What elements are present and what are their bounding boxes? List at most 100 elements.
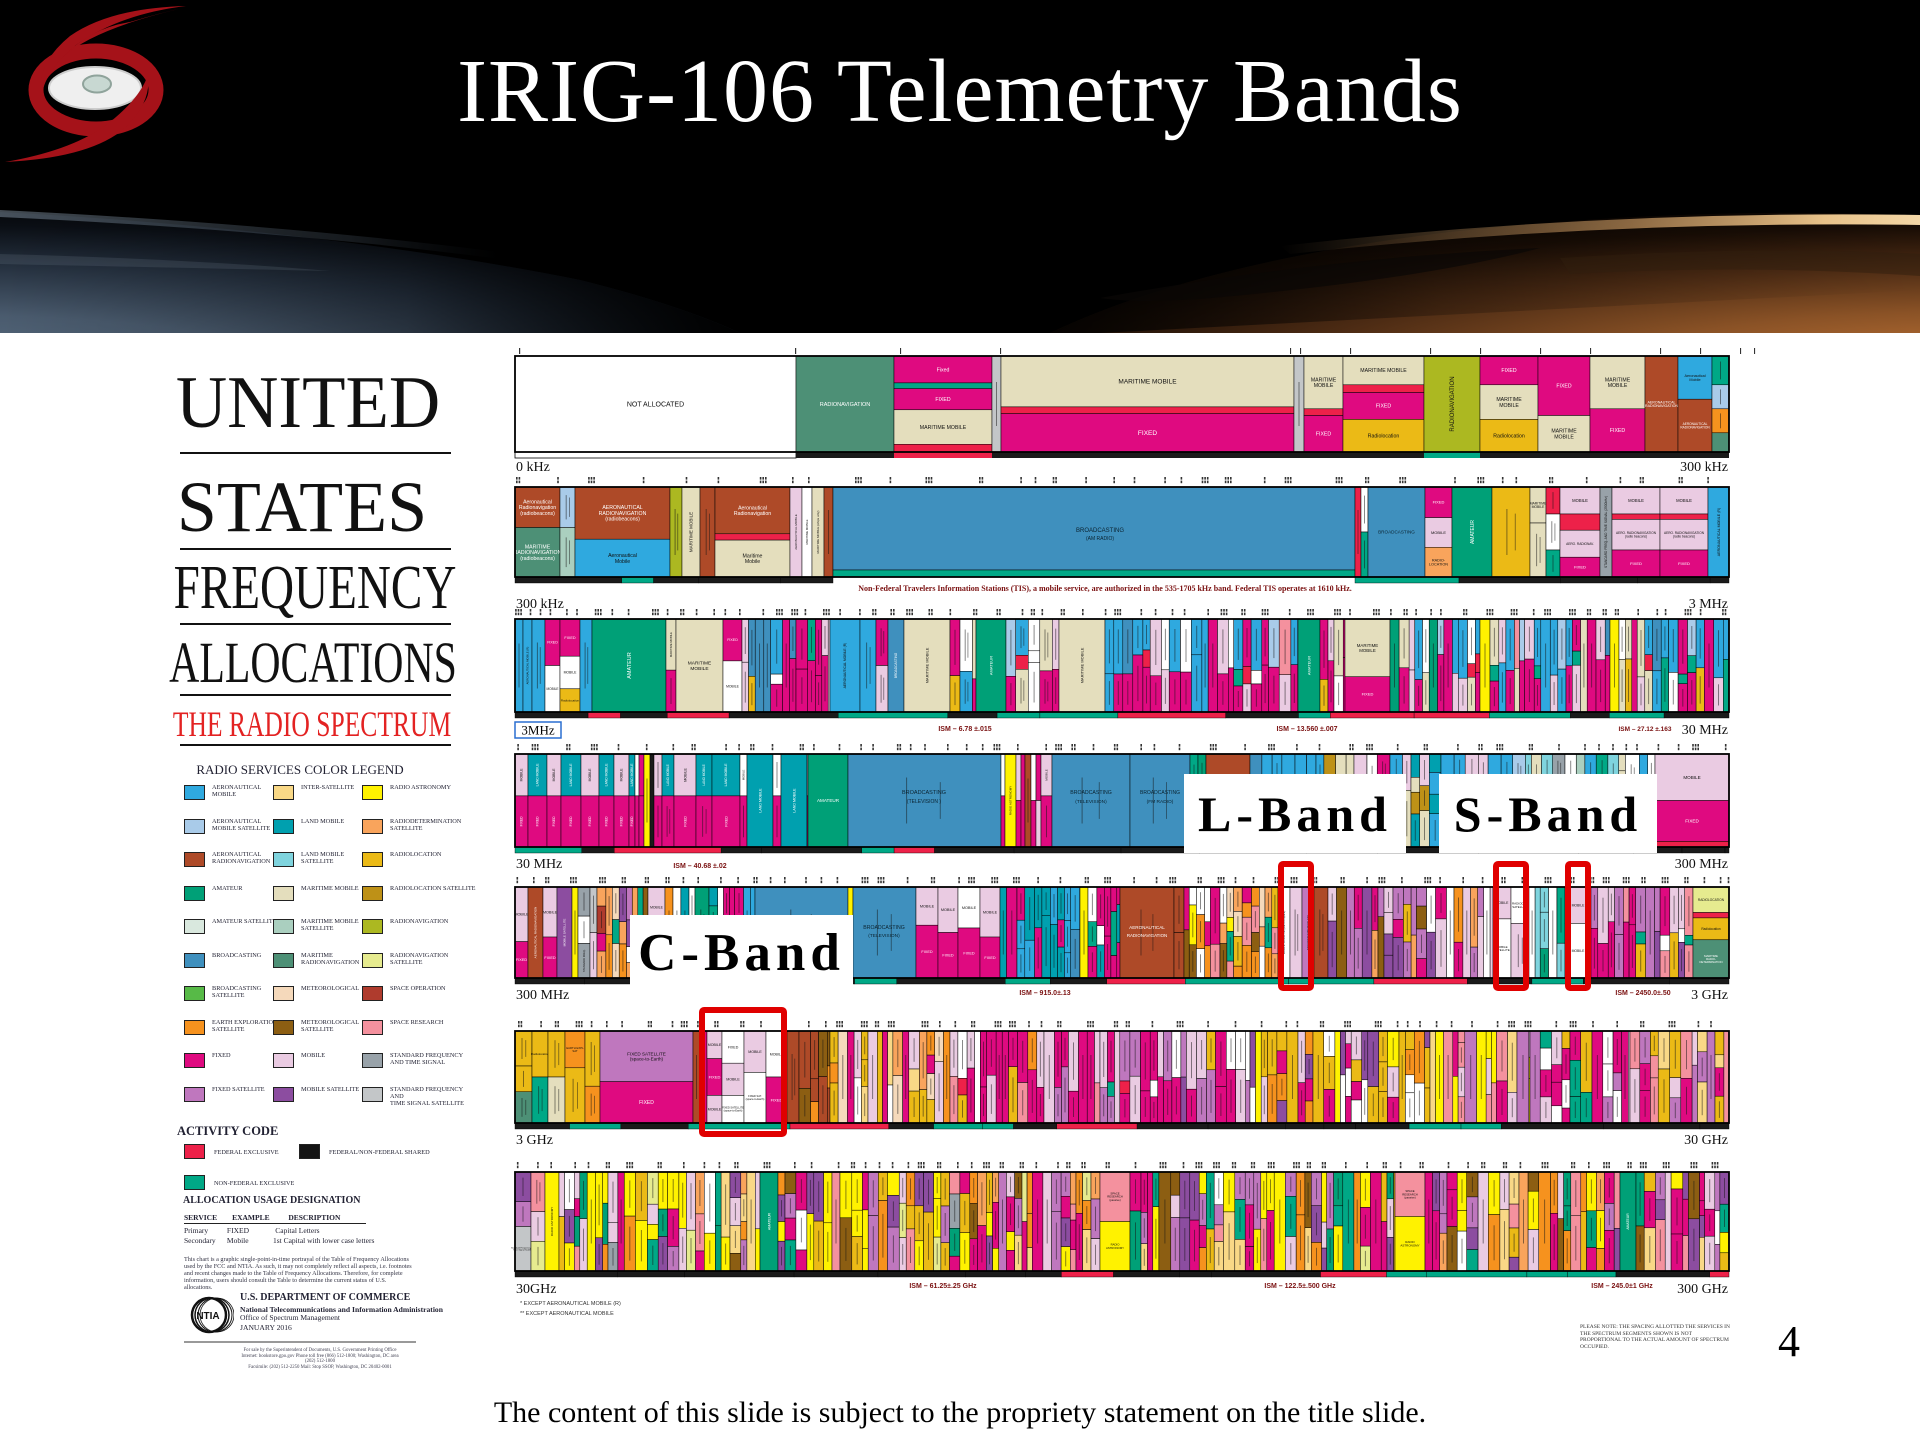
svg-text:RADIONAVIGATION: RADIONAVIGATION — [1645, 404, 1678, 408]
svg-text:FIXED: FIXED — [1685, 819, 1699, 824]
svg-text:FIXED: FIXED — [639, 1100, 654, 1106]
svg-text:AERONAUTICAL: AERONAUTICAL — [1683, 422, 1708, 426]
svg-text:FIXED: FIXED — [709, 1074, 721, 1079]
svg-text:3 GHz: 3 GHz — [516, 1133, 553, 1148]
svg-text:MARITIME MOBILE: MARITIME MOBILE — [1118, 379, 1177, 386]
svg-text:FIXED: FIXED — [1362, 692, 1374, 697]
svg-text:ISM – 915.0±.13: ISM – 915.0±.13 — [1019, 990, 1070, 997]
svg-text:Radionavigation: Radionavigation — [734, 511, 771, 517]
svg-text:AMATEUR: AMATEUR — [1470, 520, 1476, 544]
svg-text:FIXED: FIXED — [605, 816, 609, 827]
svg-text:LAND MOBILE: LAND MOBILE — [569, 763, 573, 787]
svg-text:ISM – 122.5±.500 GHz: ISM – 122.5±.500 GHz — [1264, 1283, 1336, 1290]
svg-text:300 MHz: 300 MHz — [516, 988, 569, 1003]
svg-text:MOBILE: MOBILE — [588, 768, 592, 782]
svg-text:ISM – 27.12 ±.163: ISM – 27.12 ±.163 — [1618, 726, 1671, 733]
svg-text:(FM RADIO): (FM RADIO) — [1147, 799, 1174, 805]
svg-text:Radiolocation: Radiolocation — [1368, 434, 1400, 440]
svg-text:ISM – 40.68 ±.02: ISM – 40.68 ±.02 — [673, 863, 726, 870]
svg-text:30 MHz: 30 MHz — [1682, 723, 1728, 738]
svg-text:FIXED: FIXED — [1574, 565, 1586, 570]
svg-text:AERONAUTICAL MOBILE (R): AERONAUTICAL MOBILE (R) — [843, 643, 847, 689]
svg-text:FIXED: FIXED — [921, 950, 932, 954]
svg-text:Mobile: Mobile — [745, 559, 760, 565]
svg-text:MOBILE: MOBILE — [1608, 383, 1628, 389]
svg-text:3MHz: 3MHz — [521, 723, 554, 738]
svg-text:STANDARD FREQ.: STANDARD FREQ. — [582, 949, 586, 972]
svg-text:MARITIME MOBILE: MARITIME MOBILE — [669, 632, 673, 657]
svg-text:NTIA: NTIA — [196, 1311, 219, 1322]
svg-text:RADIO ASTRONOMY: RADIO ASTRONOMY — [1009, 786, 1013, 816]
svg-text:RADIO: RADIO — [1111, 1243, 1121, 1247]
svg-text:0 kHz: 0 kHz — [516, 460, 550, 475]
svg-text:MARITIME: MARITIME — [1605, 377, 1631, 383]
svg-text:FIXED SAT.: FIXED SAT. — [748, 1094, 762, 1098]
svg-text:BROADCASTING: BROADCASTING — [1140, 790, 1180, 796]
svg-text:SAT: SAT — [572, 1049, 578, 1053]
svg-text:RADIO ASTRONOMY: RADIO ASTRONOMY — [550, 1207, 554, 1237]
svg-text:MOBILE: MOBILE — [726, 1078, 740, 1082]
svg-text:MOBILE: MOBILE — [620, 768, 624, 782]
svg-text:(radiobeacons): (radiobeacons) — [520, 556, 555, 562]
svg-text:FIXED: FIXED — [1501, 368, 1517, 374]
svg-text:AMATEUR: AMATEUR — [1626, 1213, 1630, 1230]
svg-text:LAND MOBILE: LAND MOBILE — [724, 763, 728, 787]
svg-text:MOBILE: MOBILE — [962, 906, 977, 910]
svg-text:AMATEUR: AMATEUR — [988, 656, 993, 675]
svg-text:Standard Frequency and: Standard Frequency and — [511, 1246, 536, 1249]
svg-text:FIXED: FIXED — [683, 816, 687, 827]
svg-text:AERONAUTICAL MOBILE (R): AERONAUTICAL MOBILE (R) — [526, 647, 530, 685]
svg-text:* EXCEPT AERONAUTICAL MOBILE (: * EXCEPT AERONAUTICAL MOBILE (R) — [520, 1301, 621, 1307]
svg-text:MOBILE SATELLITE: MOBILE SATELLITE — [563, 919, 567, 947]
svg-text:LAND MOBILE: LAND MOBILE — [536, 763, 540, 787]
svg-text:3 GHz: 3 GHz — [1691, 988, 1728, 1003]
svg-text:ISM – 245.0±1 GHz: ISM – 245.0±1 GHz — [1591, 1283, 1653, 1290]
svg-text:300 kHz: 300 kHz — [1680, 460, 1728, 475]
svg-text:MOBILE: MOBILE — [1431, 530, 1446, 535]
svg-text:AERONAUTICAL: AERONAUTICAL — [1648, 400, 1676, 404]
svg-text:RESEARCH: RESEARCH — [1107, 1195, 1123, 1199]
svg-text:MARITIME: MARITIME — [1704, 954, 1718, 958]
svg-text:AERONAUTICAL MOBILE (R): AERONAUTICAL MOBILE (R) — [1717, 508, 1721, 556]
svg-text:SATELLITE: SATELLITE — [1512, 905, 1528, 909]
svg-text:RADIO-: RADIO- — [1432, 558, 1446, 562]
svg-text:LAND MOBILE: LAND MOBILE — [758, 788, 762, 813]
svg-text:FIXED: FIXED — [771, 1097, 783, 1102]
svg-text:(radiobeacons): (radiobeacons) — [605, 517, 640, 523]
svg-text:(radio beacons): (radio beacons) — [1625, 535, 1647, 539]
svg-text:LAND MOBILE: LAND MOBILE — [666, 764, 670, 785]
svg-text:AERONAUTICAL: AERONAUTICAL — [1129, 925, 1165, 930]
svg-text:MOBILE: MOBILE — [564, 671, 578, 675]
svg-text:30 GHz: 30 GHz — [1684, 1133, 1728, 1148]
svg-text:MOBILE: MOBILE — [1554, 434, 1574, 440]
svg-text:FIXED: FIXED — [1610, 428, 1626, 434]
svg-text:MARITIME MOBILE: MARITIME MOBILE — [805, 519, 809, 544]
svg-text:FIXED: FIXED — [727, 638, 738, 642]
svg-text:(space-to-Earth): (space-to-Earth) — [724, 1109, 743, 1113]
svg-text:AERONAUTICAL RADIONAVIGATION: AERONAUTICAL RADIONAVIGATION — [534, 907, 538, 959]
svg-text:30 MHz: 30 MHz — [516, 857, 562, 872]
svg-text:FIXED: FIXED — [942, 954, 953, 958]
svg-text:Radiolocation: Radiolocation — [1701, 927, 1721, 931]
svg-text:MARITIME MOBILE: MARITIME MOBILE — [924, 647, 929, 683]
svg-text:LOCATION: LOCATION — [1429, 563, 1448, 567]
svg-text:MOBILE: MOBILE — [1499, 403, 1519, 409]
svg-text:FIXED: FIXED — [1630, 561, 1642, 566]
svg-text:(TELEVISION): (TELEVISION) — [868, 933, 900, 939]
svg-text:MOBILE: MOBILE — [983, 910, 998, 914]
svg-text:ASTRONOMY: ASTRONOMY — [1106, 1246, 1124, 1250]
svg-text:DETERMINATION: DETERMINATION — [1700, 960, 1723, 964]
svg-text:FIXED: FIXED — [620, 816, 624, 827]
svg-text:MARITIME: MARITIME — [688, 661, 711, 667]
svg-text:FIXED: FIXED — [1138, 430, 1157, 437]
svg-text:ASTRONOMY: ASTRONOMY — [1400, 1244, 1419, 1248]
svg-text:MARITIME: MARITIME — [1357, 643, 1379, 648]
svg-text:MOBILE: MOBILE — [690, 666, 708, 672]
svg-text:FIXED: FIXED — [1376, 404, 1392, 410]
svg-text:Radiolocation: Radiolocation — [531, 1052, 550, 1056]
svg-text:LAND MOBILE: LAND MOBILE — [792, 788, 796, 813]
svg-text:(AM RADIO): (AM RADIO) — [1086, 536, 1114, 542]
svg-text:MOBILE: MOBILE — [742, 769, 746, 780]
svg-text:MARITIME MOBILE: MARITIME MOBILE — [689, 512, 694, 552]
svg-text:Non-Federal Travelers Informat: Non-Federal Travelers Information Statio… — [858, 584, 1352, 593]
